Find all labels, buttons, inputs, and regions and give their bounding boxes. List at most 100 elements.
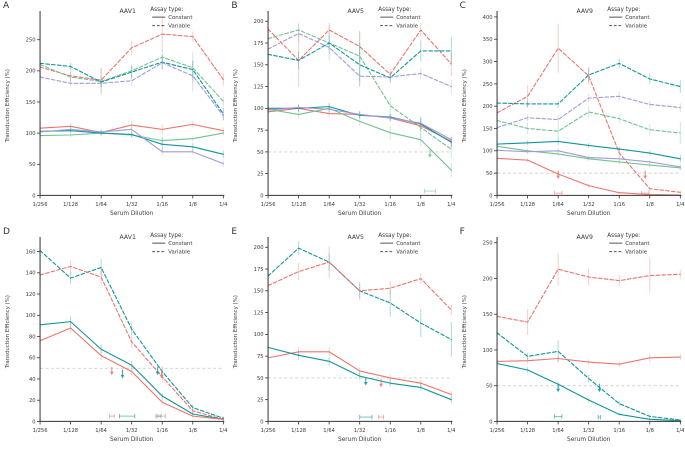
y-tick-label: 20: [29, 398, 36, 404]
x-tick-label: 1/32: [126, 427, 138, 433]
series-line-constant-teal: [39, 320, 224, 420]
y-tick-label: 150: [482, 126, 492, 132]
series-line-constant-green: [496, 145, 681, 169]
legend-title: Assay type:: [379, 7, 412, 13]
series-line-variable-green: [496, 111, 681, 134]
x-tick-label: 1/4: [676, 427, 685, 433]
x-axis-label: Serum Dilution: [110, 436, 154, 442]
x-tick-label: 1/64: [552, 427, 564, 433]
legend-label-dashed: Variable: [625, 249, 647, 255]
ic50-arrowhead: [428, 154, 433, 158]
series-line-variable-red: [39, 33, 224, 81]
y-tick-label: 100: [254, 332, 264, 338]
x-tick-label: 1/8: [645, 427, 653, 433]
chart-canvas-e: 0 25 50 75 100 125 150 175 200 1/256 1/128 1/64 1/32…: [233, 233, 456, 443]
x-tick-label: 1/128: [291, 427, 306, 433]
y-tick-label: 0: [261, 419, 264, 425]
x-tick-label: 1/16: [385, 202, 397, 208]
panel-letter-c: C: [459, 1, 466, 11]
y-tick-label: 175: [254, 41, 264, 47]
series-line-constant-teal: [496, 140, 681, 160]
x-tick-label: 1/8: [417, 202, 425, 208]
y-tick-label: 75: [257, 354, 264, 360]
x-tick-label: 1/128: [63, 427, 78, 433]
y-tick-label: 150: [482, 312, 492, 318]
chart-canvas-b: 0 25 50 75 100 125 150 175 200 1/256 1/128 1/64 1/32…: [233, 7, 456, 217]
panel-title: AAV1: [119, 8, 135, 15]
x-tick-label: 1/256: [489, 202, 504, 208]
panel-c-aav9-top: C 0 50 100 150 200 250 300 350 400 1/256 1/128 1/64…: [457, 0, 685, 226]
y-tick-label: 0: [489, 419, 492, 425]
y-tick-label: 150: [26, 100, 36, 106]
y-tick-label: 250: [482, 240, 492, 246]
x-tick-label: 1/4: [676, 202, 685, 208]
ic50-arrowhead: [364, 381, 369, 386]
ic50-arrowhead: [555, 388, 560, 392]
series-line-variable-teal: [496, 331, 681, 421]
legend-label-dashed: Variable: [397, 249, 419, 255]
chart-canvas-f: 0 50 100 150 200 250 1/256 1/128 1/64 1/32 1/16 1/8…: [462, 233, 685, 443]
series-line-constant-teal: [267, 106, 453, 143]
series-line-constant-green: [39, 132, 224, 142]
panel-e-aav5-bottom: E 0 25 50 75 100 125 150 175 200 1/256 1/128 1/64 1/…: [228, 226, 456, 451]
y-tick-label: 50: [257, 150, 264, 156]
panel-title: AAV1: [119, 234, 135, 241]
ic50-arrowhead: [120, 374, 125, 378]
x-tick-label: 1/16: [613, 427, 625, 433]
y-tick-label: 100: [26, 313, 36, 319]
series-line-variable-purple: [496, 95, 681, 129]
legend-label-dashed: Variable: [168, 249, 190, 255]
y-tick-label: 200: [254, 245, 264, 251]
series-line-constant-red: [39, 326, 224, 420]
series-line-constant-red: [267, 350, 453, 395]
series-line-variable-purple: [267, 32, 453, 88]
legend-title: Assay type:: [379, 233, 412, 239]
series-line-constant-teal: [39, 130, 224, 155]
x-tick-label: 1/8: [645, 202, 653, 208]
panel-f-aav9-bottom: F 0 50 100 150 200 250 1/256 1/128 1/64 1/32 1/16 1…: [457, 226, 685, 451]
series-line-constant-purple: [496, 149, 681, 168]
y-tick-label: 120: [26, 291, 36, 297]
series-line-variable-teal: [39, 61, 224, 115]
x-tick-label: 1/256: [261, 202, 276, 208]
y-axis-label: Transduction Efficiency (%): [462, 69, 468, 143]
x-tick-label: 1/16: [385, 427, 397, 433]
legend-title: Assay type:: [150, 233, 183, 239]
legend-title: Assay type:: [607, 7, 640, 13]
ic50-arrowhead: [555, 175, 560, 180]
panel-d-aav1-bottom: D 0 20 40 60 80 100 120 140 160 1/256 1/128 1/64 1/3…: [0, 226, 228, 451]
series-line-constant-purple: [267, 106, 453, 141]
y-tick-label: 100: [26, 131, 36, 137]
series-line-constant-red: [496, 356, 681, 365]
x-axis-label: Serum Dilution: [338, 436, 382, 442]
x-tick-label: 1/256: [33, 202, 48, 208]
x-tick-label: 1/4: [219, 427, 228, 433]
chart-canvas-c: 0 50 100 150 200 250 300 350 400 1/256 1/128 1/64 1/…: [462, 7, 685, 217]
y-axis-label: Transduction Efficiency (%): [233, 69, 239, 143]
series-line-variable-red: [267, 261, 453, 311]
x-tick-label: 1/16: [156, 427, 168, 433]
series-line-constant-red: [39, 123, 224, 134]
series-line-constant-teal: [267, 346, 453, 400]
x-axis-label: Serum Dilution: [110, 211, 154, 217]
x-tick-label: 1/128: [520, 427, 535, 433]
y-tick-label: 100: [482, 149, 492, 155]
panel-title: AAV5: [348, 234, 364, 241]
panel-letter-a: A: [3, 1, 10, 11]
series-line-constant-green: [267, 107, 453, 171]
y-tick-label: 160: [26, 249, 36, 255]
y-tick-label: 250: [482, 82, 492, 88]
series-line-variable-teal: [267, 42, 453, 79]
ic50-arrowhead: [155, 371, 160, 375]
y-tick-label: 50: [486, 383, 493, 389]
y-tick-label: 75: [257, 128, 264, 134]
y-tick-label: 80: [29, 334, 36, 340]
legend-label-solid: Constant: [625, 241, 649, 247]
y-tick-label: 25: [257, 397, 264, 403]
x-tick-label: 1/4: [219, 202, 228, 208]
panel-b-aav5-top: B 0 25 50 75 100 125 150 175 200 1/256 1/128 1/64 1/…: [228, 0, 456, 226]
series-line-constant-teal: [496, 362, 681, 421]
series-line-variable-teal: [496, 62, 681, 105]
y-tick-label: 25: [257, 172, 264, 178]
